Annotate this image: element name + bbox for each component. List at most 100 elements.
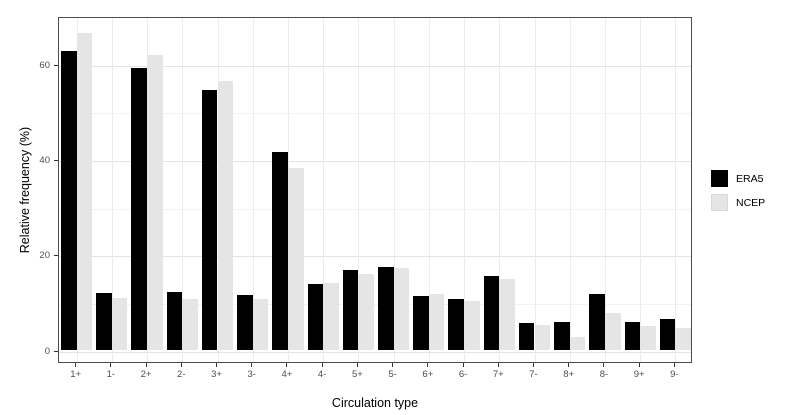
- bar-ncep-4+: [287, 167, 304, 350]
- gridline-vertical: [569, 18, 571, 362]
- bar-ncep-4-: [323, 283, 339, 350]
- gridline-vertical: [252, 18, 254, 362]
- bar-era5-3+: [201, 89, 218, 350]
- y-tick: [54, 64, 58, 66]
- y-tick: [54, 159, 58, 161]
- x-tick-label: 9-: [670, 369, 679, 380]
- bar-ncep-6+: [428, 294, 445, 350]
- x-tick: [75, 363, 77, 367]
- bar-era5-8-: [589, 293, 605, 350]
- x-tick: [427, 363, 429, 367]
- x-tick: [673, 363, 675, 367]
- bar-era5-3-: [237, 294, 253, 350]
- bar-ncep-9+: [640, 326, 656, 350]
- y-tick-label: 40: [39, 154, 50, 166]
- bar-ncep-7+: [499, 278, 515, 350]
- bar-era5-8+: [554, 321, 570, 350]
- x-tick-label: 1+: [70, 369, 82, 380]
- bar-era5-7+: [483, 276, 500, 350]
- bar-ncep-2+: [147, 54, 163, 350]
- legend: ERA5 NCEP: [711, 170, 765, 211]
- bar-ncep-5-: [393, 267, 410, 350]
- gridline-vertical: [499, 18, 501, 362]
- y-axis-title: Relative frequency (%): [18, 126, 32, 254]
- x-tick: [286, 363, 288, 367]
- x-tick-label: 3-: [247, 369, 256, 380]
- gridline-vertical: [675, 18, 677, 362]
- x-tick: [392, 363, 394, 367]
- x-tick-label: 9+: [633, 369, 645, 380]
- bar-era5-7-: [518, 323, 535, 350]
- bar-era5-4+: [272, 151, 288, 350]
- x-axis-title: Circulation type: [331, 396, 419, 410]
- x-tick: [216, 363, 217, 367]
- bar-era5-6-: [448, 298, 465, 350]
- bar-ncep-5+: [358, 274, 374, 350]
- x-tick: [321, 363, 323, 367]
- gridline-vertical: [604, 18, 606, 362]
- gridline-minor: [59, 113, 691, 115]
- gridline-vertical: [534, 18, 536, 362]
- gridline-vertical: [111, 18, 113, 362]
- gridline-vertical: [182, 18, 184, 362]
- gridline-major: [59, 351, 691, 353]
- x-tick-label: 4+: [281, 369, 293, 380]
- x-tick-label: 6-: [458, 369, 468, 380]
- bar-ncep-7-: [534, 325, 551, 350]
- legend-swatch-ncep: [711, 194, 728, 211]
- x-tick-label: 7+: [492, 369, 504, 380]
- x-tick-label: 8-: [599, 369, 609, 380]
- x-tick-label: 1-: [106, 369, 116, 380]
- x-tick: [145, 363, 147, 367]
- bar-era5-1+: [61, 50, 77, 350]
- gridline-major: [59, 256, 691, 258]
- x-tick: [497, 363, 499, 367]
- x-tick: [110, 363, 112, 367]
- gridline-vertical: [323, 18, 325, 362]
- legend-swatch-era5: [711, 170, 728, 187]
- gridline-vertical: [464, 18, 466, 362]
- bar-ncep-8+: [569, 337, 586, 350]
- x-tick-label: 8+: [563, 369, 575, 380]
- gridline-vertical: [428, 18, 430, 362]
- x-tick: [533, 363, 534, 367]
- bar-ncep-3+: [217, 80, 234, 350]
- x-tick-label: 2-: [177, 369, 186, 380]
- x-tick-label: 2+: [140, 369, 152, 380]
- legend-label-era5: ERA5: [736, 172, 764, 185]
- bar-ncep-8-: [604, 312, 621, 350]
- x-tick: [356, 363, 358, 367]
- x-tick-label: 6+: [422, 369, 434, 380]
- legend-entry-era5: ERA5: [711, 170, 765, 187]
- x-tick-label: 5-: [388, 369, 397, 380]
- bar-era5-5+: [342, 270, 359, 350]
- bar-era5-2+: [131, 67, 148, 350]
- x-tick-label: 7-: [529, 369, 538, 380]
- gridline-vertical: [393, 18, 395, 362]
- bar-era5-2-: [166, 292, 183, 350]
- y-tick-label: 20: [39, 250, 50, 262]
- x-tick: [462, 363, 464, 367]
- gridline-vertical: [358, 18, 360, 362]
- x-tick: [568, 363, 570, 367]
- bar-era5-1-: [96, 292, 112, 350]
- bar-era5-6+: [413, 296, 429, 350]
- plot-panel: [58, 17, 692, 363]
- gridline-minor: [59, 303, 691, 305]
- bar-era5-5-: [378, 266, 394, 350]
- gridline-major: [59, 65, 691, 67]
- y-tick-label: 60: [39, 59, 50, 71]
- y-tick-label: 0: [44, 345, 50, 357]
- gridline-vertical: [640, 18, 642, 362]
- gridline-major: [59, 160, 691, 162]
- bar-ncep-1+: [76, 32, 93, 350]
- x-tick: [603, 363, 605, 367]
- bar-era5-4-: [307, 284, 324, 350]
- x-tick: [638, 363, 640, 367]
- gridline-minor: [59, 208, 691, 210]
- bar-era5-9+: [624, 322, 641, 350]
- bar-ncep-1-: [111, 297, 128, 350]
- y-tick: [54, 350, 58, 352]
- y-tick: [54, 255, 58, 257]
